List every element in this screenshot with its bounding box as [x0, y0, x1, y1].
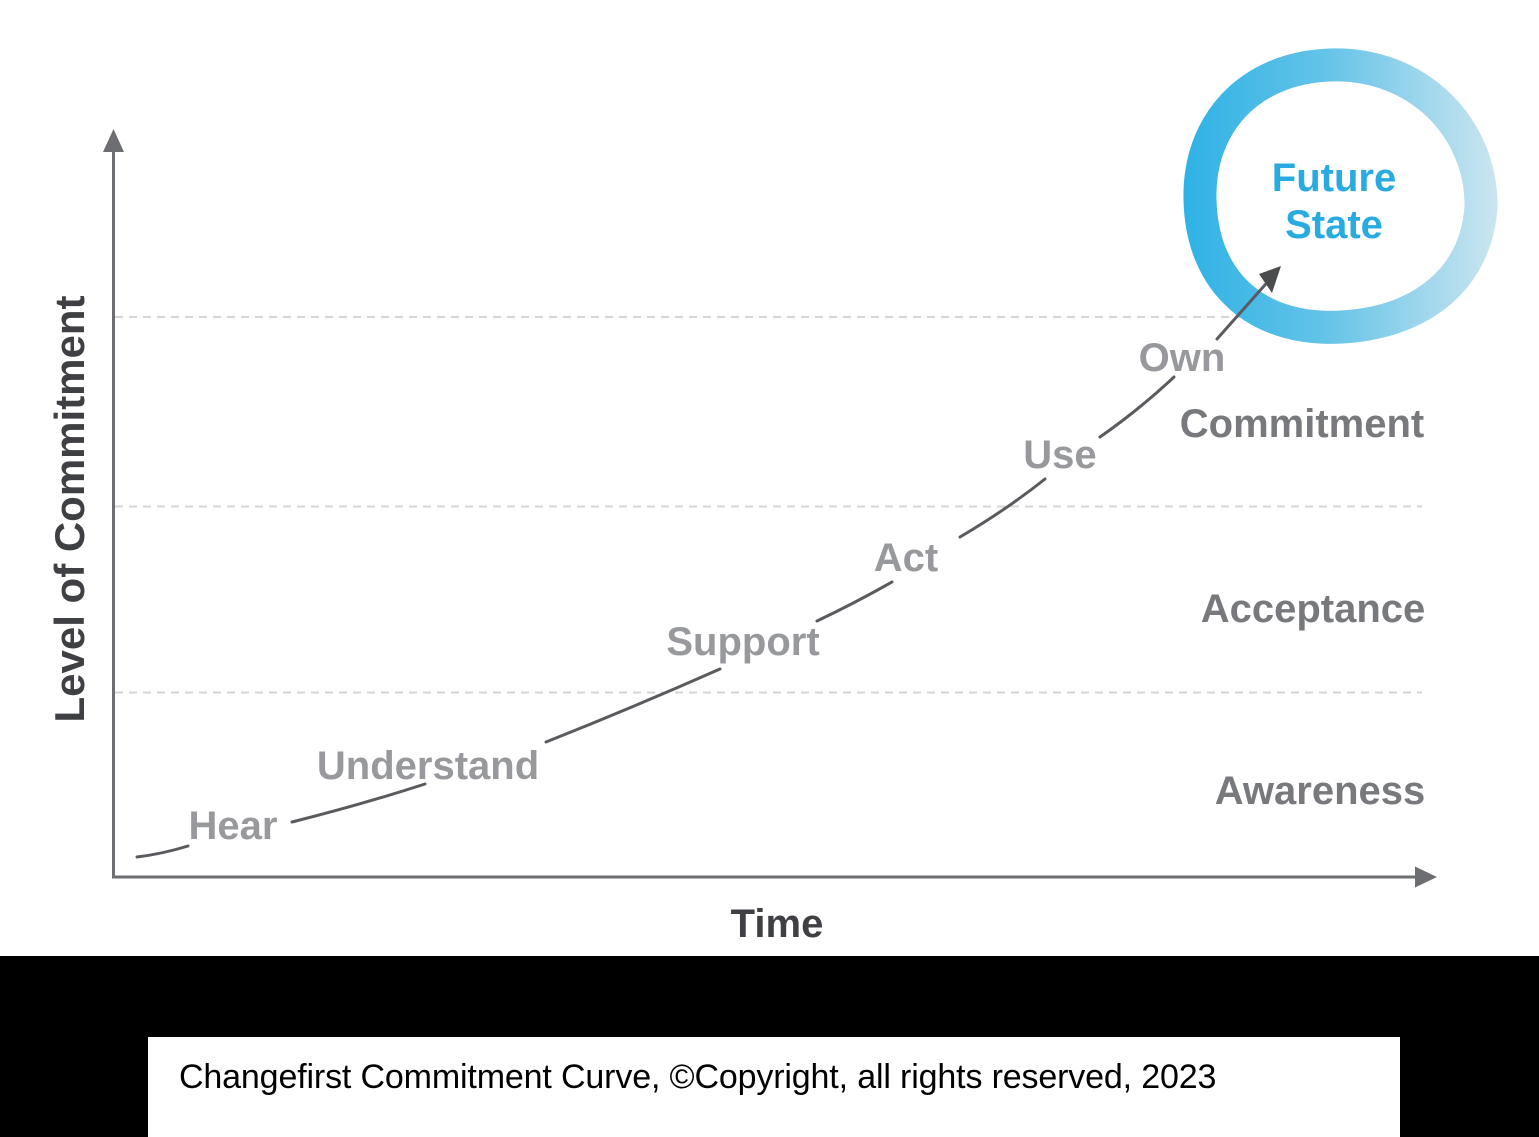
- svg-text:State: State: [1285, 203, 1383, 247]
- svg-text:Awareness: Awareness: [1215, 769, 1426, 813]
- svg-text:Future: Future: [1272, 156, 1396, 200]
- svg-text:Support: Support: [666, 620, 819, 664]
- svg-text:Commitment: Commitment: [1180, 402, 1424, 446]
- svg-text:Acceptance: Acceptance: [1201, 587, 1426, 631]
- svg-text:Hear: Hear: [189, 804, 278, 848]
- svg-text:Time: Time: [731, 902, 824, 946]
- svg-text:Understand: Understand: [317, 744, 539, 788]
- svg-text:Act: Act: [874, 536, 938, 580]
- svg-text:Own: Own: [1139, 336, 1226, 380]
- svg-text:Use: Use: [1023, 433, 1096, 477]
- svg-text:Level of Commitment: Level of Commitment: [46, 295, 93, 722]
